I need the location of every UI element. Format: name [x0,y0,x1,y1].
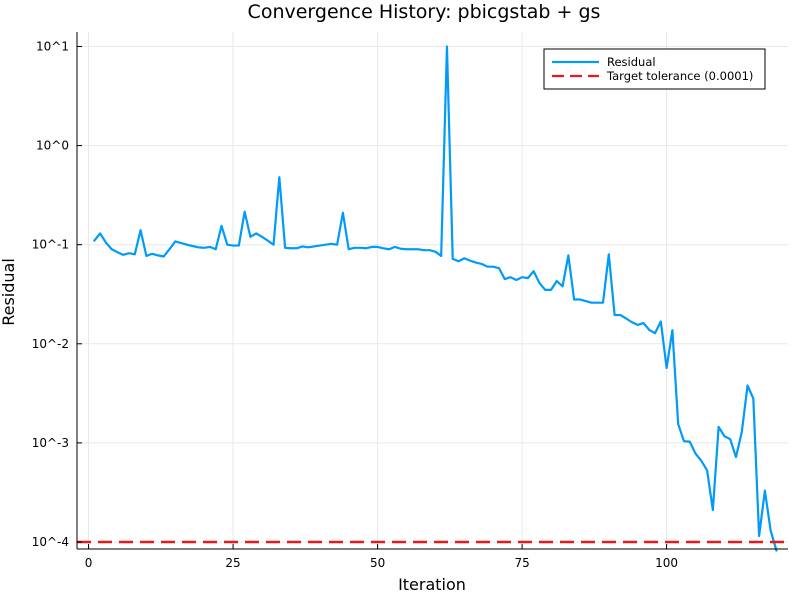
x-axis-label: Iteration [398,575,466,594]
x-tick-label: 75 [514,556,529,570]
x-tick-label: 50 [370,556,385,570]
legend-residual-label: Residual [607,55,656,69]
legend-box [543,48,766,90]
y-tick-label: 10^0 [36,139,69,153]
x-tick-label: 100 [655,556,678,570]
grid-layer [77,32,788,549]
residual-line [93,45,778,552]
axis-layer: 0 25 50 75 100 10^-4 10^-3 10^-2 10^-1 10^0 10^1 [32,32,788,570]
y-axis-label: Residual [0,258,18,326]
legend-tolerance-label: Target tolerance (0.0001) [606,69,753,83]
y-tick-label: 10^1 [36,39,69,53]
x-tick-label: 0 [85,556,93,570]
y-tick-label: 10^-3 [32,436,69,450]
series-layer [77,45,788,552]
chart-title: Convergence History: pbicgstab + gs [248,1,601,23]
x-tick-label: 25 [225,556,240,570]
y-tick-label: 10^-2 [32,337,69,351]
y-tick-label: 10^-4 [32,535,69,549]
y-tick-label: 10^-1 [32,238,69,252]
